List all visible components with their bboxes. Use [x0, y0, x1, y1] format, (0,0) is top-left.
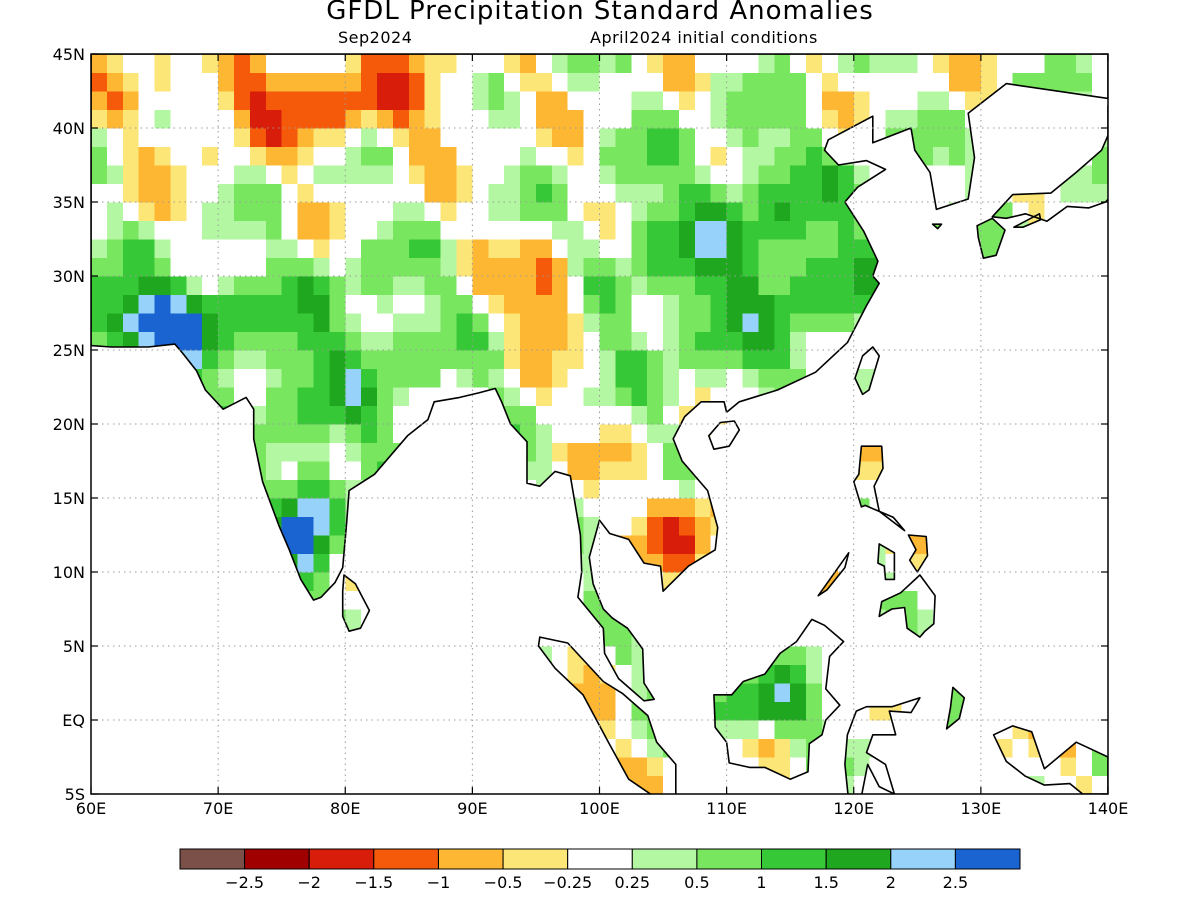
- coastline-mindanao: [878, 574, 936, 638]
- colorbar-label: 0.25: [614, 873, 650, 892]
- y-tick-label: 5S: [65, 785, 85, 804]
- forecast-month: Sep2024: [338, 28, 413, 47]
- y-tick-label: EQ: [62, 711, 85, 730]
- coastline-new-guinea: [992, 725, 1108, 794]
- coastline-kyushu: [976, 217, 1006, 259]
- colorbar-label: −1: [427, 873, 451, 892]
- colorbar-swatch: [308, 848, 375, 870]
- graticule: [91, 54, 1108, 794]
- y-tick-label: 45N: [53, 45, 85, 64]
- colorbar-swatch: [567, 848, 633, 870]
- x-tick-label: 100E: [579, 799, 620, 818]
- colorbar-label: 2: [886, 873, 896, 892]
- coastline-srilanka: [341, 574, 371, 632]
- y-tick-label: 5N: [63, 637, 85, 656]
- colorbar: −2.5 −2 −1.5 −1 −0.5 −0.25 0.25 0.5 1 1.5 2 2.5: [179, 848, 1021, 892]
- y-tick-label: 20N: [53, 415, 85, 434]
- coastline-taiwan: [854, 346, 880, 396]
- colorbar-swatch: [954, 848, 1021, 870]
- colorbar-label: 0.5: [684, 873, 709, 892]
- coastline-asia: [91, 54, 1108, 702]
- coastline-luzon: [853, 445, 906, 532]
- colorbar-swatch: [890, 848, 956, 870]
- colorbar-swatch: [696, 848, 763, 870]
- colorbar-label: −0.5: [484, 873, 523, 892]
- colorbar-swatch: [761, 848, 827, 870]
- coastline-halmahera: [945, 686, 966, 730]
- colorbar-swatch: [631, 848, 698, 870]
- y-tick-label: 10N: [53, 563, 85, 582]
- initial-conditions-label: April2024 initial conditions: [590, 28, 818, 47]
- colorbar-label: −2.5: [225, 873, 264, 892]
- map-title: GFDL Precipitation Standard Anomalies: [326, 0, 874, 26]
- colorbar-label: −0.25: [543, 873, 592, 892]
- axis-ticks: 60E 70E 80E 90E 100E 110E 120E 130E 140E 45N 40N 35…: [53, 45, 1129, 818]
- colorbar-label: 1.5: [813, 873, 838, 892]
- coastline-borneo: [713, 618, 845, 780]
- y-tick-label: 35N: [53, 193, 85, 212]
- x-tick-label: 110E: [706, 799, 747, 818]
- y-tick-label: 30N: [53, 267, 85, 286]
- coastline-hainan: [708, 420, 741, 450]
- colorbar-label: 2.5: [943, 873, 968, 892]
- coastline-palawan: [817, 552, 850, 597]
- colorbar-swatch: [244, 848, 310, 870]
- coastline-panay-negros: [877, 543, 896, 581]
- x-tick-label: 120E: [833, 799, 874, 818]
- colorbar-swatch: [373, 848, 439, 870]
- y-tick-label: 15N: [53, 489, 85, 508]
- x-tick-label: 90E: [457, 799, 487, 818]
- x-tick-label: 130E: [961, 799, 1002, 818]
- x-tick-label: 70E: [203, 799, 233, 818]
- colorbar-label: 1: [756, 873, 766, 892]
- coastline-sumatra: [537, 636, 677, 794]
- x-tick-label: 60E: [76, 799, 106, 818]
- colorbar-label: −2: [297, 873, 321, 892]
- y-tick-label: 40N: [53, 119, 85, 138]
- coastline-sulawesi: [844, 697, 921, 794]
- x-tick-label: 80E: [330, 799, 360, 818]
- colorbar-swatch: [825, 848, 892, 870]
- colorbar-label: −1.5: [354, 873, 393, 892]
- coastline-korea-jeju: [931, 223, 943, 230]
- colorbar-swatch: [179, 848, 246, 870]
- y-tick-label: 25N: [53, 341, 85, 360]
- x-tick-label: 140E: [1088, 799, 1129, 818]
- colorbar-swatch: [502, 848, 569, 870]
- coastline: [91, 54, 1108, 794]
- coastline-shikoku: [1013, 213, 1042, 228]
- colorbar-swatch: [438, 848, 504, 870]
- coastline-honshu: [991, 105, 1108, 222]
